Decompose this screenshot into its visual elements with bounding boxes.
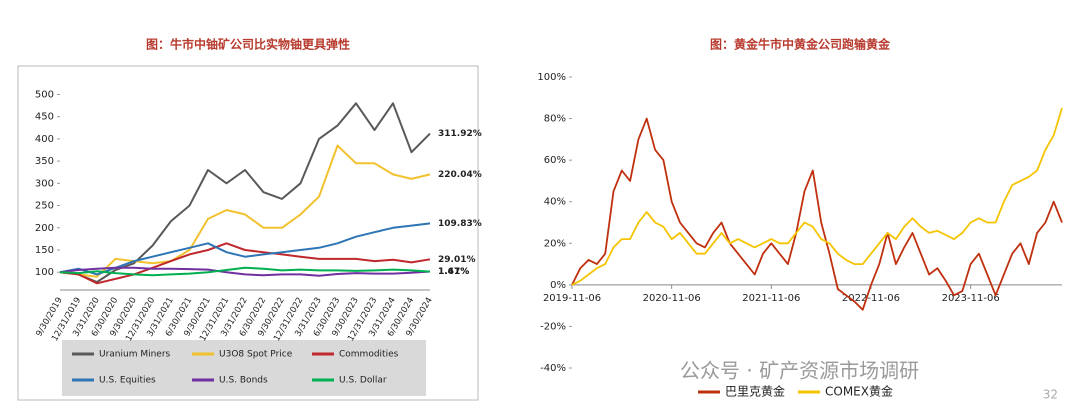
legend-label: Uranium Miners (99, 350, 171, 360)
y-tick-label: 40% (544, 197, 566, 208)
y-tick-label: 100% (537, 72, 566, 83)
legend-label: U.S. Bonds (219, 376, 268, 386)
y-tick-label: 200 (35, 223, 54, 234)
y-tick-label: -40% (540, 363, 566, 374)
page-number: 32 (1043, 388, 1058, 402)
legend-label: Commodities (339, 350, 399, 360)
y-tick-label: 400 (35, 134, 54, 145)
end-label: 311.92% (438, 129, 482, 139)
y-tick-label: 80% (544, 114, 566, 125)
y-tick-label: 350 (35, 156, 54, 167)
series-line (59, 144, 431, 278)
series-line (59, 222, 431, 276)
x-tick-label: 2019-11-06 (543, 293, 601, 304)
y-tick-label: 0% (550, 280, 566, 291)
legend-label: U.S. Dollar (339, 376, 387, 386)
y-tick-label: 450 (35, 112, 54, 123)
end-label: 1.67% (438, 267, 469, 277)
y-tick-label: 150 (35, 245, 54, 256)
chart-title: 图：黄金牛市中黄金公司跑输黄金 (710, 37, 891, 52)
y-tick-label: 60% (544, 155, 566, 166)
y-tick-label: 250 (35, 201, 54, 212)
legend-label: 巴里克黄金 (725, 384, 785, 399)
end-label: 220.04% (438, 170, 482, 180)
x-tick-label: 2021-11-06 (742, 293, 800, 304)
end-label: 29.01% (438, 255, 476, 265)
legend-label: COMEX黄金 (825, 384, 893, 399)
x-tick-label: 2023-11-06 (942, 293, 1000, 304)
watermark: 公众号 · 矿产资源市场调研 (680, 359, 919, 383)
chart-title: 图：牛市中铀矿公司比实物铀更具弹性 (146, 37, 350, 52)
end-label: 1.41% (438, 267, 469, 277)
y-tick-label: -20% (540, 321, 566, 332)
series-line (59, 266, 431, 277)
y-tick-label: 500 (35, 89, 54, 100)
y-tick-label: 100 (35, 267, 54, 278)
legend-label: U.S. Equities (99, 376, 156, 386)
x-tick-label: 2022-11-06 (842, 293, 900, 304)
y-tick-label: 20% (544, 238, 566, 249)
legend-label: U3O8 Spot Price (219, 350, 293, 360)
series-line (571, 117, 1063, 311)
series-line (59, 266, 431, 277)
x-tick-label: 2020-11-06 (643, 293, 701, 304)
end-label: 109.83% (438, 219, 482, 229)
legend-box (62, 340, 426, 396)
series-line (571, 107, 1063, 286)
series-line (59, 242, 431, 285)
y-tick-label: 300 (35, 178, 54, 189)
